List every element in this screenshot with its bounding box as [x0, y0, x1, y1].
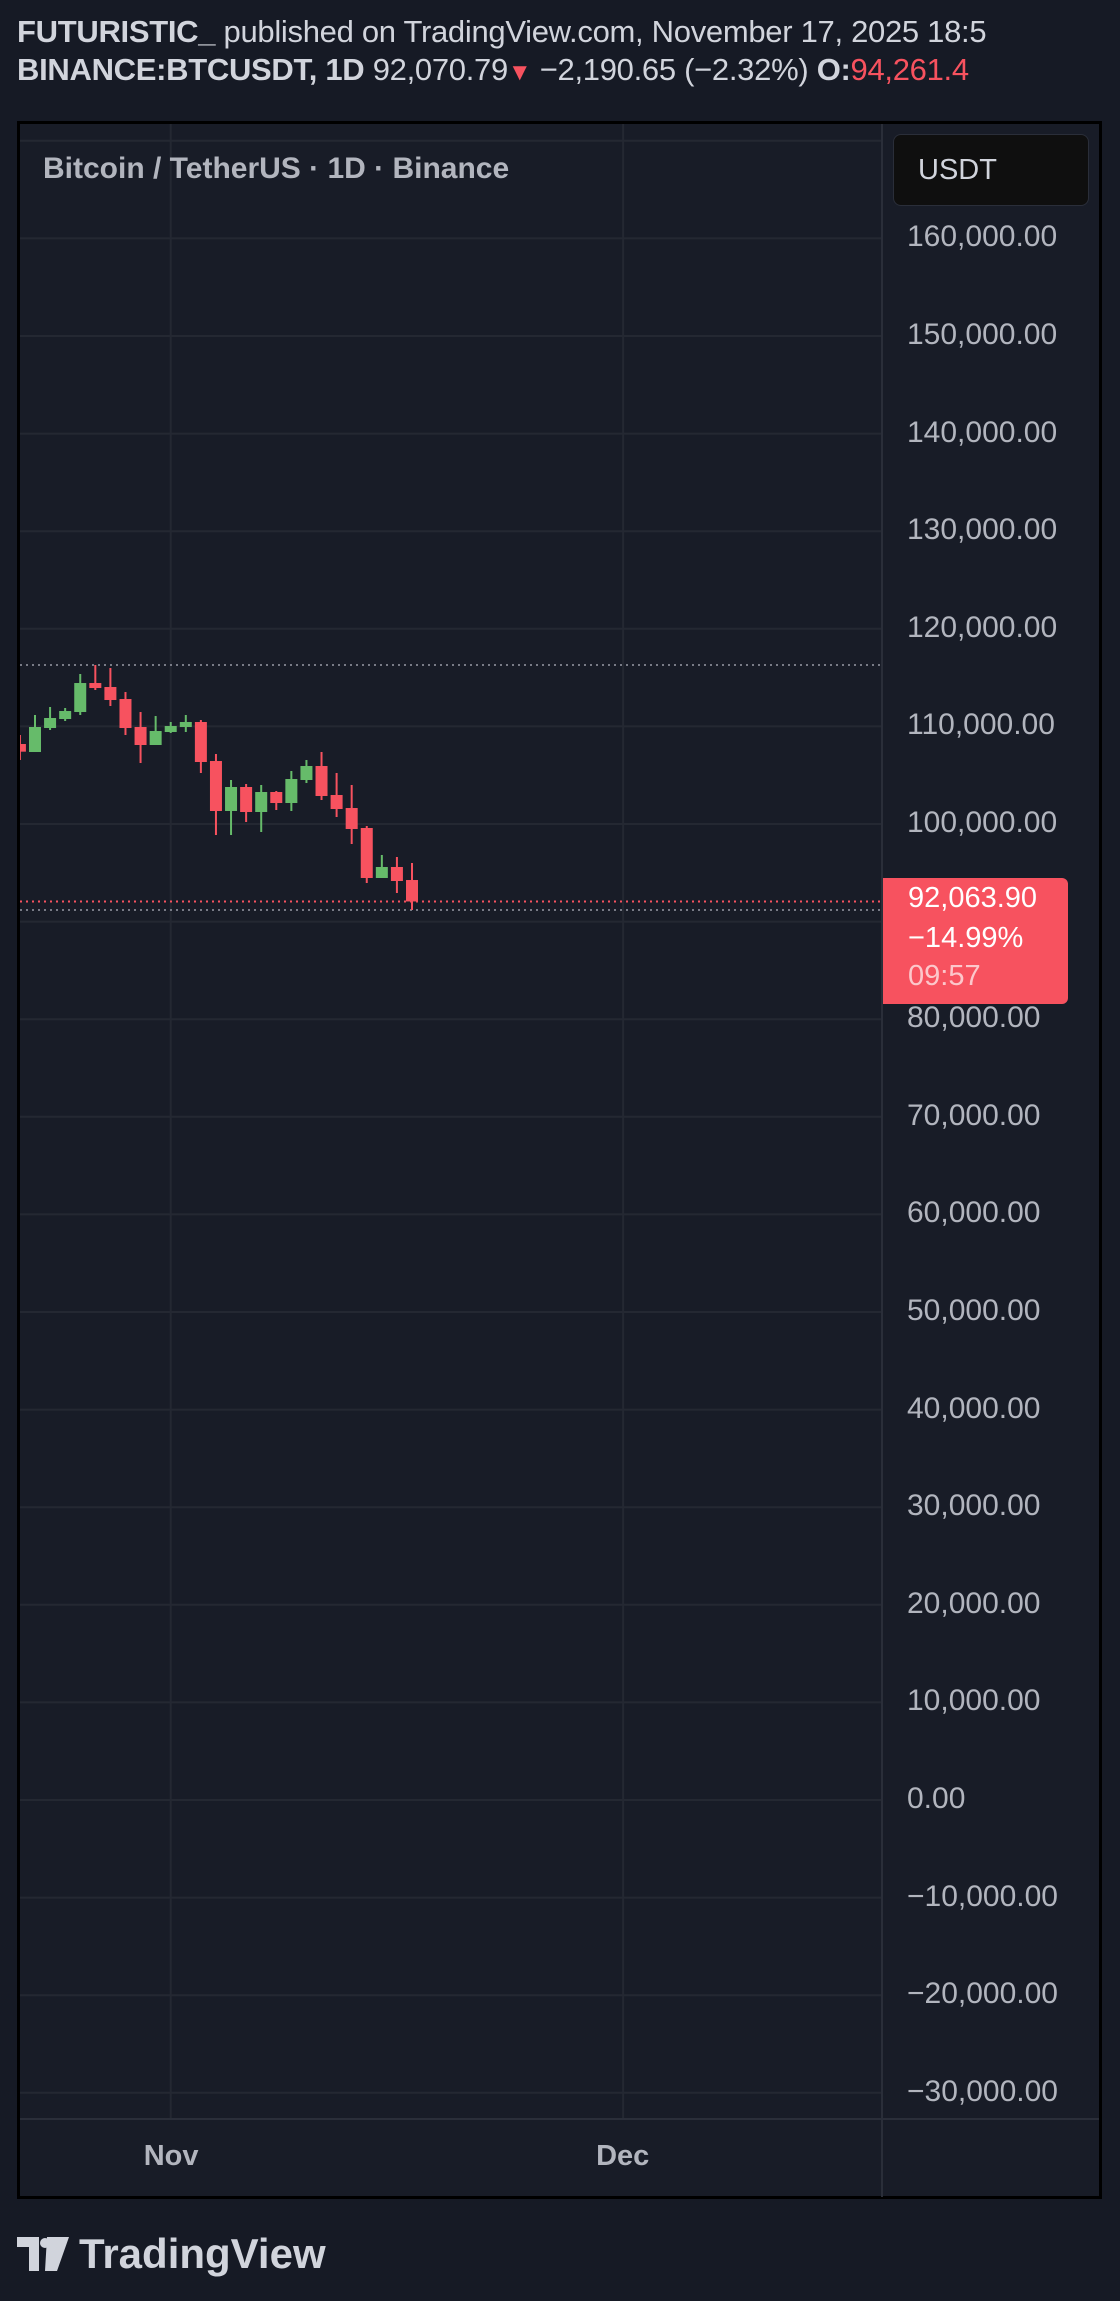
candle-body — [255, 792, 268, 813]
candle — [330, 773, 343, 818]
logo-text: TradingView — [79, 2230, 326, 2277]
tradingview-logo-icon — [17, 2237, 69, 2271]
down-arrow-icon: ▼ — [507, 59, 532, 86]
price-tick-label: 10,000.00 — [907, 1684, 1041, 1718]
candle-body — [104, 687, 117, 701]
chart-legend: Bitcoin / TetherUS · 1D · Binance — [43, 152, 510, 185]
candle-body — [240, 786, 253, 813]
price-change: −2,190.65 (−2.32%) — [539, 52, 809, 87]
candle-body — [119, 699, 132, 729]
candle-body — [285, 779, 298, 804]
candle — [345, 784, 358, 844]
candle — [225, 780, 238, 835]
candle — [390, 856, 403, 893]
price-tick-label: −10,000.00 — [907, 1879, 1058, 1913]
open-value: 94,261.4 — [850, 52, 970, 87]
symbol-name: BINANCE:BTCUSDT, 1D — [17, 52, 365, 87]
candle-body — [59, 711, 72, 720]
open-label: O: — [816, 52, 851, 87]
price-tick-label: 150,000.00 — [907, 318, 1058, 351]
price-tick-label: 60,000.00 — [907, 1196, 1041, 1230]
candle-body — [164, 726, 177, 733]
candle — [44, 707, 57, 731]
candle-body — [149, 731, 162, 746]
candle — [194, 720, 207, 774]
chart-frame[interactable] — [17, 121, 1102, 2199]
price-tick-label: 0.00 — [907, 1782, 966, 1815]
candle — [270, 791, 283, 811]
price-tick-label: −20,000.00 — [907, 1977, 1058, 2011]
price-tick-label: 80,000.00 — [907, 1001, 1041, 1035]
price-tick-label: 120,000.00 — [907, 610, 1058, 644]
candle — [375, 854, 388, 878]
candle — [255, 784, 268, 833]
candle-body — [270, 792, 283, 804]
candle-body — [330, 795, 343, 809]
candle-body — [20, 744, 26, 752]
last-price-change: −14.99% — [908, 922, 1024, 954]
time-tick-label: Dec — [596, 2140, 650, 2172]
candle-body — [345, 808, 358, 829]
candle-body — [209, 761, 222, 811]
candle-body — [89, 683, 102, 689]
candle — [164, 722, 177, 734]
candle-body — [390, 866, 403, 881]
candle-body — [29, 727, 41, 753]
candle — [134, 712, 147, 764]
price-tick-label: 50,000.00 — [907, 1294, 1041, 1327]
price-tick-label: 130,000.00 — [907, 513, 1058, 547]
candle-body — [406, 880, 418, 902]
price-tick-label: 20,000.00 — [907, 1586, 1041, 1620]
candle-body — [225, 786, 238, 811]
bar-countdown: 09:57 — [908, 960, 981, 992]
candle — [406, 863, 418, 910]
candle-body — [44, 718, 57, 729]
candle — [360, 826, 373, 883]
last-price: 92,070.79 — [372, 52, 509, 87]
currency-button[interactable]: USDT — [893, 134, 1089, 206]
candle-body — [134, 727, 147, 746]
candle — [209, 754, 222, 835]
candle-body — [360, 828, 373, 878]
candle — [300, 760, 313, 784]
candle-body — [300, 766, 313, 781]
publish-text: published on TradingView.com, November 1… — [215, 14, 987, 49]
candle — [315, 752, 328, 801]
author-name[interactable]: FUTURISTIC_ — [17, 14, 216, 49]
symbol-info: BINANCE:BTCUSDT, 1D 92,070.79▼ −2,190.65… — [17, 52, 969, 88]
price-tick-label: 30,000.00 — [907, 1489, 1041, 1523]
publish-info: FUTURISTIC_ published on TradingView.com… — [17, 14, 987, 50]
time-tick-label: Nov — [143, 2140, 199, 2172]
candle-body — [315, 766, 328, 796]
candle — [74, 674, 87, 716]
tradingview-logo: TradingView — [17, 2230, 326, 2278]
candle — [20, 735, 26, 761]
price-tick-label: 110,000.00 — [907, 708, 1055, 742]
price-tick-label: 140,000.00 — [907, 415, 1058, 449]
candle-body — [375, 866, 388, 878]
candle-body — [74, 683, 87, 713]
candle — [59, 708, 72, 722]
price-tick-label: 70,000.00 — [907, 1098, 1041, 1132]
candle — [285, 771, 298, 811]
candle-body — [179, 722, 192, 728]
candle — [29, 715, 41, 753]
candle-body — [194, 722, 207, 763]
price-tick-label: 160,000.00 — [907, 220, 1058, 254]
candle — [179, 715, 192, 733]
candle — [240, 784, 253, 822]
candle — [89, 665, 102, 691]
last-price-value: 92,063.90 — [908, 882, 1038, 914]
candle — [119, 692, 132, 736]
price-tick-label: 40,000.00 — [907, 1391, 1041, 1425]
candle — [104, 668, 117, 707]
price-tick-label: 100,000.00 — [907, 806, 1058, 839]
last-price-label: 92,063.90 −14.99% 09:57 — [883, 878, 1068, 1004]
candle — [149, 716, 162, 746]
price-tick-label: −30,000.00 — [907, 2074, 1058, 2108]
